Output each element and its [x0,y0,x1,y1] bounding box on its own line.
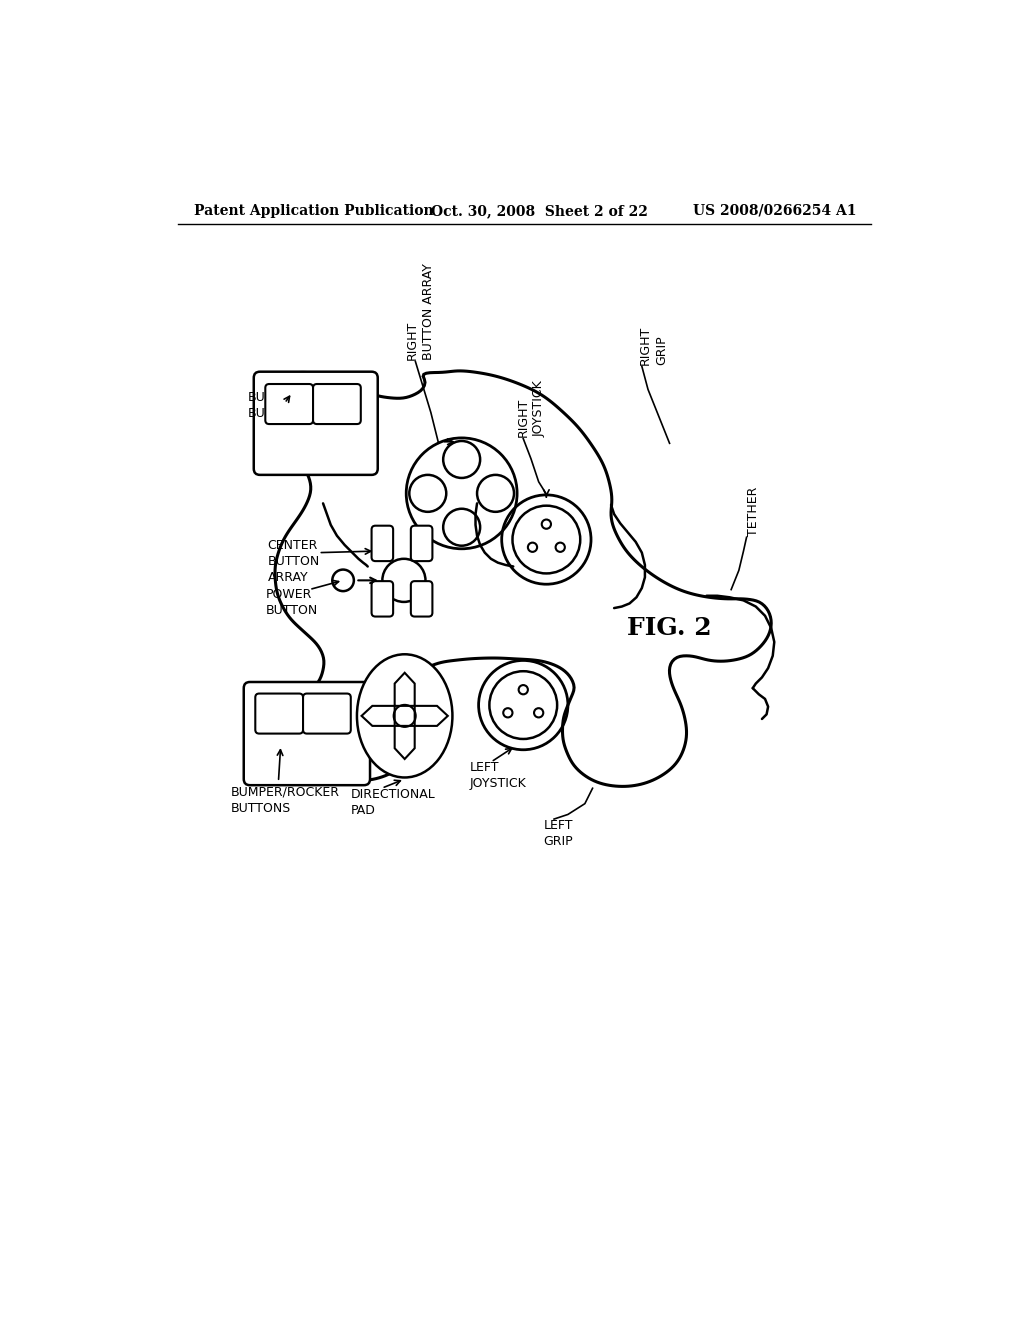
FancyBboxPatch shape [372,581,393,616]
Text: RIGHT
BUTTON ARRAY: RIGHT BUTTON ARRAY [407,263,435,360]
Text: US 2008/0266254 A1: US 2008/0266254 A1 [692,203,856,218]
Text: LEFT
GRIP: LEFT GRIP [544,818,572,847]
Text: RIGHT
JOYSTICK: RIGHT JOYSTICK [517,380,546,437]
Text: RIGHT
GRIP: RIGHT GRIP [639,326,668,364]
Text: DIRECTIONAL
PAD: DIRECTIONAL PAD [351,788,435,817]
Ellipse shape [357,655,453,777]
FancyBboxPatch shape [372,525,393,561]
Text: TETHER: TETHER [746,486,760,536]
Text: CENTER
BUTTON
ARRAY: CENTER BUTTON ARRAY [267,539,319,583]
FancyBboxPatch shape [254,372,378,475]
Polygon shape [361,706,394,726]
FancyBboxPatch shape [411,525,432,561]
Text: Oct. 30, 2008  Sheet 2 of 22: Oct. 30, 2008 Sheet 2 of 22 [431,203,648,218]
FancyBboxPatch shape [255,693,303,734]
Polygon shape [415,706,447,726]
Text: POWER
BUTTON: POWER BUTTON [265,589,317,616]
Polygon shape [394,726,415,759]
FancyBboxPatch shape [313,384,360,424]
Polygon shape [394,673,415,706]
FancyBboxPatch shape [411,581,432,616]
Text: BUMPER/ROCKER
BUTTONS: BUMPER/ROCKER BUTTONS [230,785,340,814]
Text: BUMPER/ROCKER
BUTTONS: BUMPER/ROCKER BUTTONS [248,391,356,420]
Text: LEFT
JOYSTICK: LEFT JOYSTICK [469,760,526,789]
Text: FIG. 2: FIG. 2 [628,616,712,640]
FancyBboxPatch shape [303,693,351,734]
FancyBboxPatch shape [244,682,370,785]
Text: Patent Application Publication: Patent Application Publication [194,203,433,218]
Polygon shape [255,371,771,787]
FancyBboxPatch shape [265,384,313,424]
